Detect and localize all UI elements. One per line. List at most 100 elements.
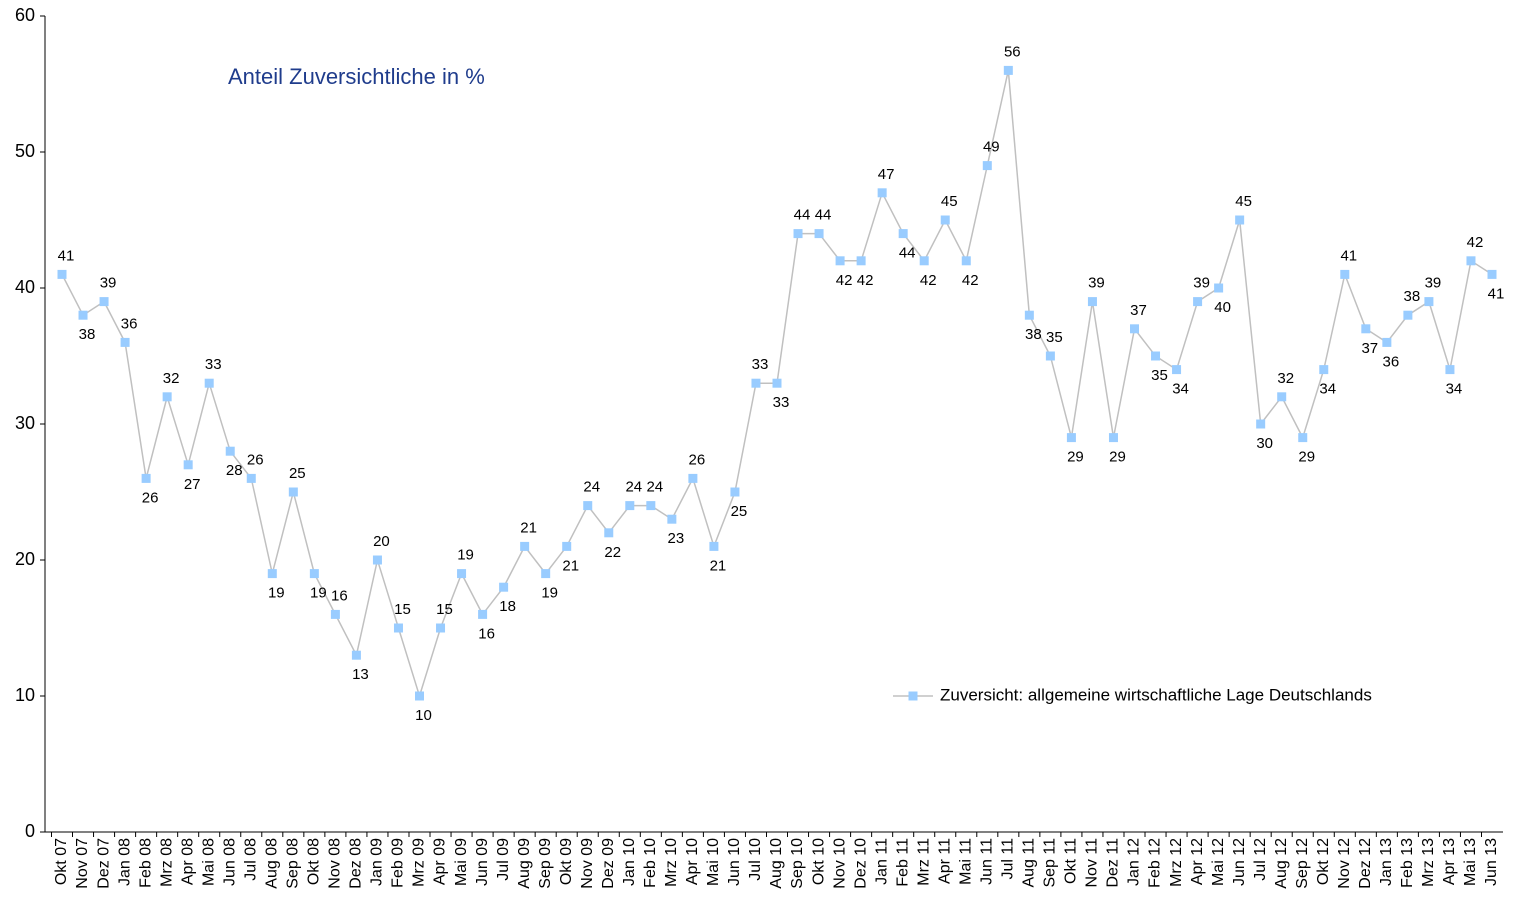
point bbox=[1151, 351, 1161, 361]
chart-title: Anteil Zuversichtliche in % bbox=[228, 64, 485, 89]
point bbox=[162, 392, 172, 402]
x-tick-label: Okt 10 bbox=[810, 838, 827, 885]
data-label: 22 bbox=[604, 544, 621, 561]
data-label: 42 bbox=[836, 272, 853, 289]
x-tick-label: Feb 08 bbox=[137, 838, 154, 888]
data-label: 28 bbox=[226, 462, 243, 479]
x-tick-label: Jan 11 bbox=[873, 838, 890, 885]
x-tick-label: Apr 11 bbox=[936, 838, 953, 884]
x-tick-label: Jul 11 bbox=[1000, 838, 1017, 880]
point bbox=[1340, 269, 1350, 279]
data-label: 41 bbox=[58, 247, 75, 264]
point bbox=[961, 256, 971, 266]
point bbox=[1108, 433, 1118, 443]
x-tick-label: Mai 13 bbox=[1462, 838, 1479, 886]
x-tick-label: Jul 12 bbox=[1252, 838, 1269, 881]
data-label: 15 bbox=[394, 601, 411, 618]
point bbox=[751, 378, 761, 388]
data-label: 15 bbox=[436, 601, 453, 618]
data-label: 32 bbox=[163, 370, 180, 387]
x-tick-label: Nov 10 bbox=[831, 838, 848, 889]
x-tick-label: Aug 11 bbox=[1021, 838, 1038, 888]
point bbox=[1214, 283, 1224, 293]
data-label: 41 bbox=[1340, 247, 1357, 264]
data-label: 27 bbox=[184, 476, 201, 493]
x-tick-label: Apr 12 bbox=[1189, 838, 1206, 885]
data-label: 34 bbox=[1446, 381, 1463, 398]
point bbox=[730, 487, 740, 497]
x-tick-label: Jun 12 bbox=[1231, 838, 1248, 886]
x-tick-label: Nov 07 bbox=[74, 838, 91, 889]
point bbox=[1024, 310, 1034, 320]
data-label: 38 bbox=[1025, 326, 1042, 343]
point bbox=[1066, 433, 1076, 443]
point bbox=[688, 473, 698, 483]
data-label: 21 bbox=[710, 557, 727, 574]
x-tick-label: Mrz 11 bbox=[915, 838, 932, 886]
x-tick-label: Nov 08 bbox=[327, 838, 344, 889]
data-label: 33 bbox=[752, 356, 769, 373]
point bbox=[604, 528, 614, 538]
x-tick-label: Okt 07 bbox=[53, 838, 70, 885]
point bbox=[1403, 310, 1413, 320]
point bbox=[1445, 365, 1455, 375]
data-label: 25 bbox=[731, 503, 748, 520]
point bbox=[625, 501, 635, 511]
data-label: 21 bbox=[562, 557, 579, 574]
data-label: 32 bbox=[1277, 370, 1294, 387]
point bbox=[267, 569, 277, 579]
point bbox=[1361, 324, 1371, 334]
x-tick-label: Sep 10 bbox=[789, 838, 806, 889]
data-label: 21 bbox=[520, 519, 537, 536]
x-tick-label: Sep 12 bbox=[1294, 838, 1311, 889]
x-tick-label: Dez 12 bbox=[1357, 838, 1374, 889]
point bbox=[1382, 337, 1392, 347]
point bbox=[351, 650, 361, 660]
x-tick-label: Aug 12 bbox=[1273, 838, 1290, 889]
x-tick-label: Aug 10 bbox=[768, 838, 785, 889]
data-label: 38 bbox=[1404, 288, 1421, 305]
data-label: 29 bbox=[1109, 449, 1126, 466]
point bbox=[246, 473, 256, 483]
data-label: 42 bbox=[1467, 234, 1484, 251]
data-label: 37 bbox=[1361, 340, 1378, 357]
data-label: 37 bbox=[1130, 302, 1147, 319]
x-tick-label: Nov 12 bbox=[1336, 838, 1353, 889]
point bbox=[1298, 433, 1308, 443]
x-tick-label: Jul 09 bbox=[495, 838, 512, 881]
point bbox=[204, 378, 214, 388]
data-label: 24 bbox=[625, 479, 642, 496]
x-tick-label: Jun 09 bbox=[474, 838, 491, 886]
data-label: 42 bbox=[857, 272, 874, 289]
data-label: 19 bbox=[310, 585, 327, 602]
data-label: 41 bbox=[1488, 285, 1505, 302]
data-label: 23 bbox=[668, 530, 685, 547]
x-tick-label: Jul 08 bbox=[242, 838, 259, 881]
point bbox=[646, 501, 656, 511]
point bbox=[1045, 351, 1055, 361]
data-label: 35 bbox=[1046, 329, 1063, 346]
x-tick-label: Nov 11 bbox=[1084, 838, 1101, 888]
data-label: 44 bbox=[899, 245, 916, 262]
x-tick-label: Jan 09 bbox=[369, 838, 386, 886]
x-tick-label: Feb 13 bbox=[1399, 838, 1416, 888]
data-label: 35 bbox=[1151, 367, 1168, 384]
x-tick-label: Okt 08 bbox=[306, 838, 323, 885]
x-tick-label: Aug 08 bbox=[264, 838, 281, 889]
point bbox=[141, 473, 151, 483]
x-tick-label: Okt 12 bbox=[1315, 838, 1332, 885]
point bbox=[898, 229, 908, 239]
data-label: 16 bbox=[331, 587, 348, 604]
y-tick-label: 30 bbox=[15, 413, 35, 433]
x-tick-label: Jun 10 bbox=[726, 838, 743, 886]
point bbox=[520, 541, 530, 551]
x-tick-label: Mrz 08 bbox=[158, 838, 175, 887]
point bbox=[1235, 215, 1245, 225]
x-tick-label: Sep 08 bbox=[285, 838, 302, 889]
data-label: 34 bbox=[1172, 381, 1189, 398]
point bbox=[1277, 392, 1287, 402]
point bbox=[1130, 324, 1139, 334]
point bbox=[415, 691, 424, 701]
point bbox=[457, 569, 467, 579]
point bbox=[436, 623, 446, 633]
